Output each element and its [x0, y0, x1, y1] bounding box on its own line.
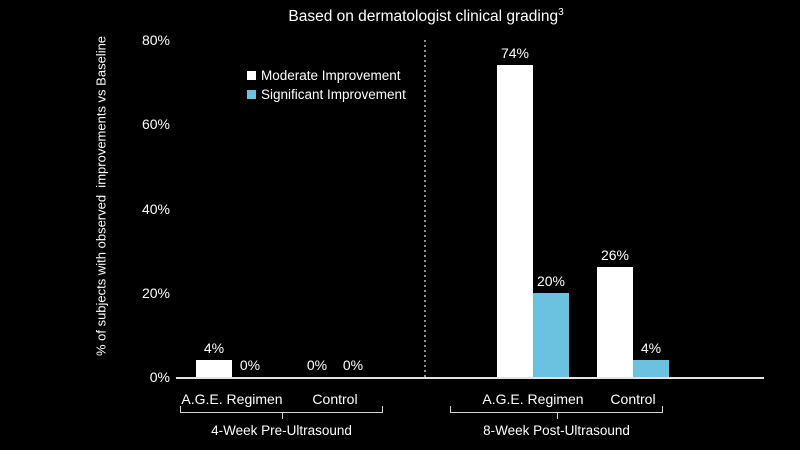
legend-label: Significant Improvement	[261, 87, 406, 102]
bar	[597, 267, 633, 377]
legend-swatch-icon	[247, 90, 256, 99]
x-axis-line	[176, 377, 764, 379]
y-tick-label: 0%	[149, 369, 170, 385]
legend-item: Moderate Improvement	[247, 68, 401, 83]
bar-value-label: 0%	[239, 357, 261, 373]
bar-value-label: 0%	[342, 357, 364, 373]
group-bracket-mid-tick	[281, 412, 283, 419]
x-category-label: A.G.E. Regimen	[181, 391, 283, 407]
chart-title-superscript: 3	[558, 7, 564, 18]
bar	[533, 292, 569, 377]
group-divider-dashed-line	[424, 40, 426, 377]
x-category-label: A.G.E. Regimen	[482, 391, 584, 407]
chart-title: Based on dermatologist clinical grading3	[288, 7, 563, 26]
bar-value-label: 26%	[600, 247, 630, 264]
bar-value-label: 0%	[306, 357, 328, 373]
bar-value-label: 4%	[203, 340, 225, 357]
x-category-label: Control	[610, 391, 656, 407]
bar	[497, 65, 533, 377]
y-axis-title: % of subjects with observed improvements…	[93, 35, 109, 357]
bar-value-label: 74%	[500, 45, 530, 62]
y-tick-label: 80%	[141, 32, 170, 48]
legend-item: Significant Improvement	[247, 87, 406, 102]
legend-label: Moderate Improvement	[261, 68, 401, 83]
legend-swatch-icon	[247, 71, 256, 80]
y-tick-label: 40%	[141, 200, 170, 217]
bar-value-label: 4%	[640, 340, 662, 357]
chart-title-text: Based on dermatologist clinical grading	[288, 8, 559, 26]
group-label: 4-Week Pre-Ultrasound	[211, 423, 352, 438]
y-tick-label: 60%	[141, 116, 170, 133]
bar	[633, 360, 669, 377]
x-category-label: Control	[312, 391, 358, 407]
y-tick-label: 20%	[141, 284, 170, 301]
bar-value-label: 20%	[536, 272, 566, 289]
group-label: 8-Week Post-Ultrasound	[483, 423, 630, 438]
group-bracket-mid-tick	[556, 412, 558, 419]
bar	[196, 360, 232, 377]
